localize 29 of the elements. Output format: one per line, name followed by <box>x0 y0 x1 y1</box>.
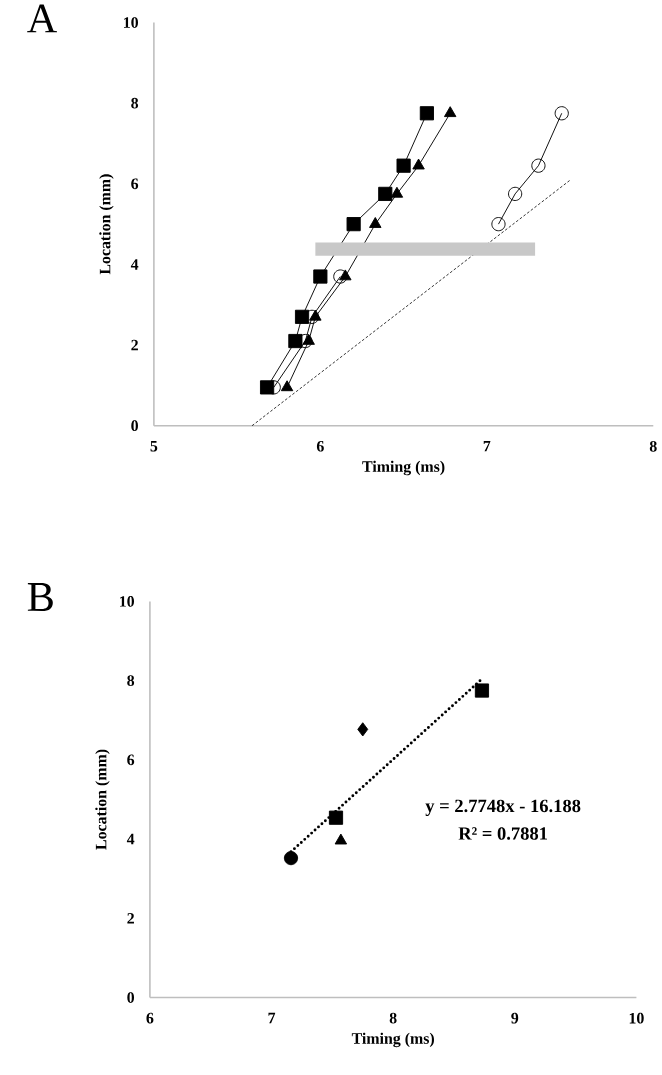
x-tick-label: 6 <box>146 1012 154 1024</box>
chart-title: A <box>27 4 58 33</box>
x-tick-label: 5 <box>150 440 158 452</box>
y-tick-label: 2 <box>127 913 135 924</box>
y-tick-label: 8 <box>127 675 135 686</box>
x-tick-label: 8 <box>389 1012 397 1024</box>
y-tick-label: 10 <box>120 596 135 607</box>
x-tick-label: 7 <box>268 1012 276 1024</box>
x-tick-label: 6 <box>317 440 325 452</box>
y-tick-label: 4 <box>127 833 135 845</box>
y-tick-label: 0 <box>131 420 139 432</box>
y-tick-label: 8 <box>131 97 139 109</box>
annotation: R² = 0.7881 <box>458 827 548 840</box>
x-tick-label: 10 <box>629 1012 644 1024</box>
y-axis-title: Location (mm) <box>99 174 114 275</box>
annotation: y = 2.7748x - 16.188 <box>425 799 581 816</box>
y-tick-label: 4 <box>131 259 139 270</box>
x-axis-title: Timing (ms) <box>362 460 445 476</box>
y-tick-label: 0 <box>127 992 135 1003</box>
y-axis-title: Location (mm) <box>95 749 110 850</box>
x-tick-label: 9 <box>511 1012 519 1024</box>
y-tick-label: 6 <box>127 754 135 766</box>
y-tick-label: 10 <box>124 17 139 28</box>
y-tick-label: 2 <box>131 339 139 351</box>
chart-title: B <box>28 583 53 611</box>
x-tick-label: 8 <box>650 440 657 452</box>
x-tick-label: 7 <box>483 440 491 452</box>
y-tick-label: 6 <box>131 178 139 190</box>
x-axis-title: Timing (ms) <box>352 1032 435 1048</box>
